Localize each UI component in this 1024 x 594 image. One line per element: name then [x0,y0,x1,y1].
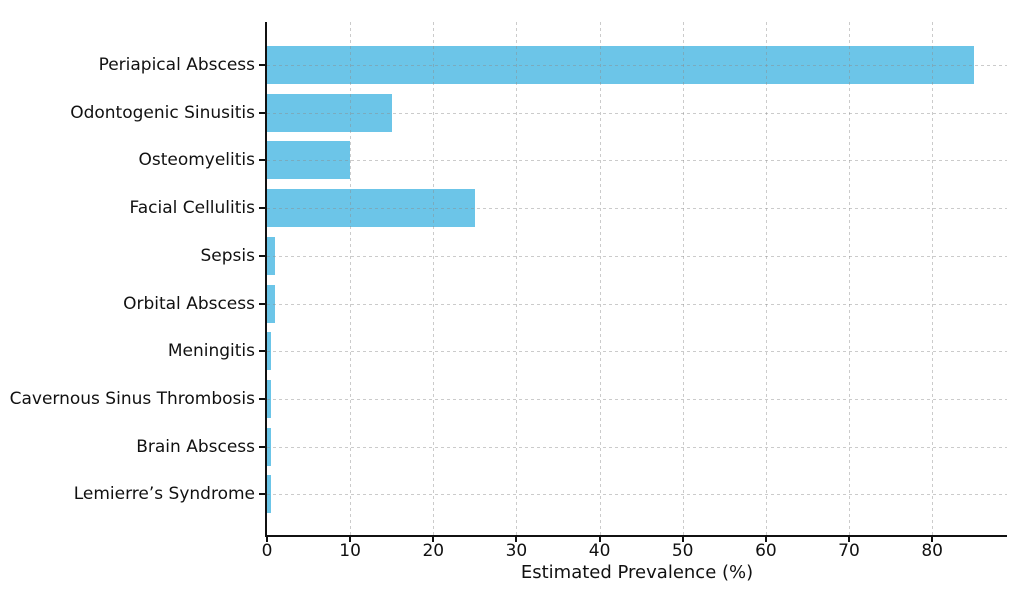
y-axis-tick-labels: Periapical Abscess Odontogenic Sinusitis O… [0,22,255,535]
y-tick-label-orbital-abscess: Orbital Abscess [123,293,255,314]
y-tick-label-brain-abscess: Brain Abscess [136,436,255,457]
h-gridline [267,208,1007,210]
y-tick-mark [259,493,265,496]
y-tick-mark [259,302,265,305]
y-tick-label-sepsis: Sepsis [200,245,255,266]
y-tick-mark [259,207,265,210]
x-tick-label-20: 20 [422,541,445,561]
x-tick-mark [681,537,684,542]
y-tick-label-lemierre-s-syndrome: Lemierre’s Syndrome [73,484,255,505]
y-tick-mark [259,111,265,114]
plot-area [265,22,1007,537]
x-tick-label-10: 10 [339,541,361,561]
x-tick-mark [764,537,767,542]
bar-facial-cellulitis [267,189,475,228]
bar-meningitis [267,332,272,371]
y-tick-mark [259,350,265,353]
x-tick-mark [598,537,601,542]
x-tick-label-50: 50 [671,541,694,561]
x-tick-label-80: 80 [921,541,944,561]
y-tick-mark [259,397,265,400]
x-tick-label-30: 30 [505,541,528,561]
y-tick-label-odontogenic-sinusitis: Odontogenic Sinusitis [70,102,255,123]
v-gridline [599,22,601,535]
bars-layer [267,22,1007,535]
bar-periapical-abscess [267,46,974,84]
y-tick-mark [259,64,265,66]
x-tick-label-40: 40 [588,541,611,561]
bar-cavernous-sinus-thrombosis [267,379,272,418]
v-gridline [932,22,934,535]
bar-odontogenic-sinusitis [267,93,392,132]
x-tick-label-0: 0 [261,541,273,561]
h-gridline [267,351,1007,353]
bar-osteomyelitis [267,141,351,180]
y-tick-label-facial-cellulitis: Facial Cellulitis [129,198,256,219]
x-tick-mark [266,537,268,542]
v-gridline [682,22,684,535]
x-tick-mark [515,537,518,542]
h-gridline [267,65,1007,66]
v-gridline [849,22,850,535]
y-tick-label-cavernous-sinus-thrombosis: Cavernous Sinus Thrombosis [9,388,255,409]
v-gridline [350,22,352,535]
h-gridline [267,494,1007,496]
h-gridline [267,446,1007,448]
v-gridline [433,22,435,535]
bar-orbital-abscess [267,284,276,323]
h-gridline [267,112,1007,114]
v-gridline [516,22,518,535]
x-tick-mark [349,537,352,542]
y-tick-label-osteomyelitis: Osteomyelitis [138,150,255,171]
x-tick-label-70: 70 [838,541,860,561]
h-gridline [267,255,1007,257]
x-tick-mark [931,537,934,542]
x-tick-mark [848,537,850,542]
y-tick-label-periapical-abscess: Periapical Abscess [98,55,255,75]
bar-brain-abscess [267,427,272,466]
x-tick-label-60: 60 [755,541,777,561]
bar-sepsis [267,236,276,275]
h-gridline [267,160,1007,162]
x-axis-label: Estimated Prevalence (%) [520,562,754,583]
y-tick-mark [259,254,265,257]
v-gridline [765,22,767,535]
grid-layer [267,22,1007,535]
y-tick-label-meningitis: Meningitis [167,341,255,362]
bar-lemierre-s-syndrome [267,475,272,514]
y-axis-spine [265,22,267,537]
y-tick-mark [259,445,265,448]
x-tick-mark [432,537,435,542]
x-axis-spine [265,535,1007,537]
h-gridline [267,303,1007,305]
h-gridline [267,398,1007,400]
y-tick-mark [259,159,265,162]
